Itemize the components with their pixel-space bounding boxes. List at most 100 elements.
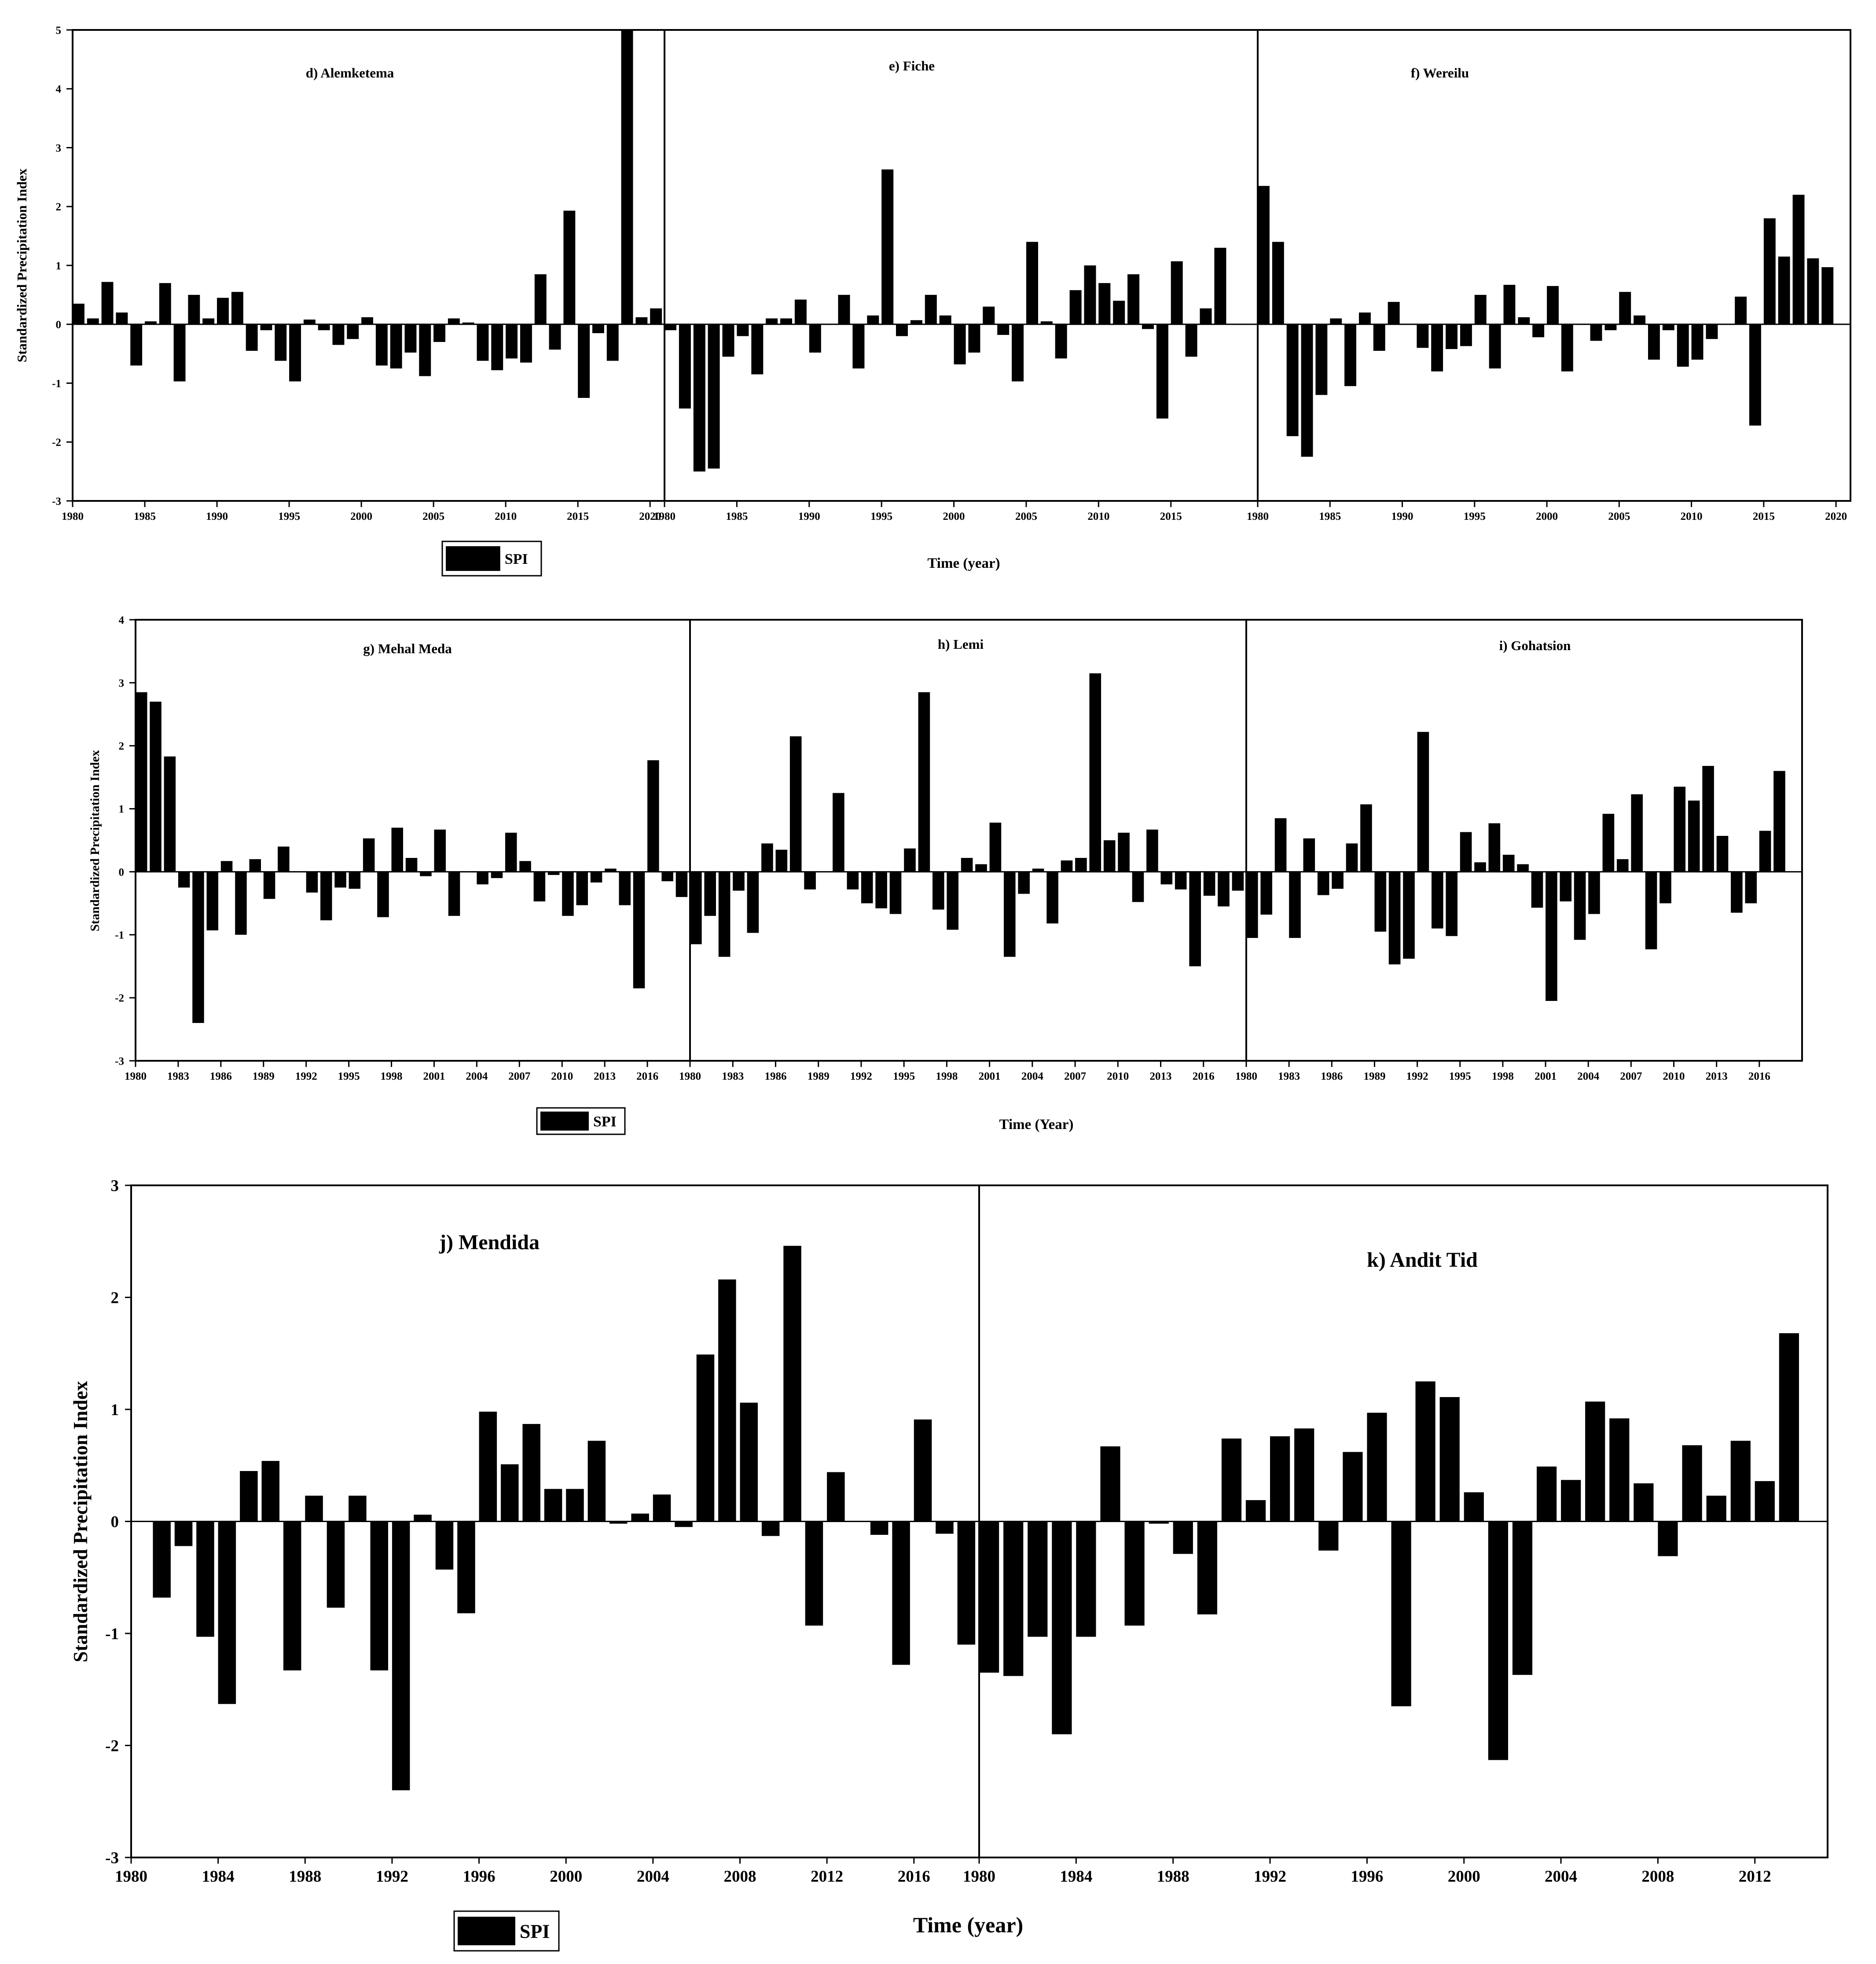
spi-bar	[910, 320, 922, 324]
spi-bar	[631, 1513, 649, 1522]
spi-bar	[1682, 1445, 1702, 1522]
spi-bar	[939, 315, 951, 324]
spi-bar	[1315, 324, 1328, 395]
y-tick-label: -3	[115, 1056, 124, 1067]
y-tick-label: 2	[119, 740, 125, 752]
spi-bar	[501, 1464, 519, 1522]
spi-bar	[1373, 324, 1385, 351]
spi-bar	[1745, 872, 1757, 904]
spi-bar	[1343, 1452, 1363, 1522]
spi-bar	[1730, 1441, 1751, 1522]
spi-bar	[1517, 864, 1529, 872]
y-tick-label: 1	[111, 1401, 119, 1419]
spi-bar	[173, 324, 186, 382]
spi-bar	[1634, 1483, 1654, 1522]
spi-bar	[1658, 1521, 1678, 1556]
spi-bar	[718, 872, 731, 957]
x-tick-label: 2016	[1193, 1070, 1215, 1082]
spi-bar	[73, 303, 84, 324]
x-tick-label: 2000	[350, 511, 372, 522]
x-tick-label: 1995	[278, 511, 300, 522]
spi-bar	[231, 292, 243, 324]
y-tick-label: -3	[105, 1849, 119, 1867]
spi-bar	[1189, 872, 1201, 967]
x-tick-label: 1980	[62, 511, 84, 522]
spi-bar	[220, 861, 233, 872]
spi-bar	[448, 872, 460, 916]
spi-bar	[1089, 673, 1101, 872]
spi-bar	[847, 872, 859, 890]
spi-bar	[809, 324, 821, 353]
spi-bar	[1245, 1500, 1266, 1522]
spi-bar	[1403, 872, 1415, 959]
panel-title: d) Alemketema	[306, 65, 394, 81]
spi-bar	[838, 294, 850, 324]
spi-bar	[892, 1521, 910, 1665]
spi-bar	[1246, 872, 1258, 938]
spi-bar	[420, 872, 432, 876]
spi-bar	[1075, 858, 1087, 872]
x-tick-label: 2013	[594, 1070, 616, 1082]
spi-bar	[101, 282, 114, 324]
spi-bar	[1232, 872, 1244, 891]
panel-title: e) Fiche	[889, 58, 935, 74]
spi-bar	[349, 872, 361, 889]
x-tick-label: 1980	[653, 511, 676, 522]
legend-label: SPI	[505, 551, 528, 567]
spi-bar	[1344, 324, 1356, 386]
x-tick-label: 2010	[1663, 1070, 1685, 1082]
spi-bar	[1488, 1521, 1508, 1760]
spi-bar	[1634, 315, 1646, 324]
spi-bar	[1561, 324, 1573, 371]
spi-bar	[1289, 872, 1301, 938]
spi-bar	[240, 1471, 258, 1522]
spi-bar	[305, 1496, 323, 1522]
x-tick-label: 1998	[381, 1070, 403, 1082]
spi-bar	[261, 1461, 279, 1522]
spi-bar	[852, 324, 865, 369]
spi-bar	[347, 324, 359, 339]
x-tick-label: 1988	[289, 1868, 321, 1886]
x-tick-label: 2005	[422, 511, 444, 522]
spi-bar	[1388, 872, 1401, 964]
spi-bar	[1792, 195, 1805, 324]
y-tick-label: -2	[52, 437, 61, 449]
x-tick-label: 1984	[202, 1868, 235, 1886]
spi-bar	[1446, 872, 1457, 936]
spi-bar	[1118, 832, 1130, 872]
spi-bar	[522, 1424, 540, 1522]
spi-bar	[1200, 308, 1212, 324]
panel-frame	[72, 29, 665, 502]
y-tick-label: 0	[119, 866, 125, 878]
spi-bar	[881, 169, 894, 324]
y-tick-label: 1	[56, 260, 62, 272]
x-tick-label: 1984	[1060, 1868, 1092, 1886]
spi-bar	[1218, 872, 1230, 907]
spi-bar	[462, 322, 474, 324]
x-tick-label: 1980	[679, 1070, 701, 1082]
spi-bar	[217, 298, 229, 324]
spi-bar	[936, 1521, 954, 1534]
spi-bar	[1103, 840, 1116, 872]
x-tick-label: 1998	[936, 1070, 958, 1082]
y-tick-label: -2	[115, 993, 124, 1004]
spi-bar	[334, 872, 346, 888]
spi-bar	[145, 321, 157, 324]
x-tick-label: 2005	[1608, 511, 1630, 522]
spi-bar	[404, 324, 417, 353]
spi-bar	[1028, 1521, 1048, 1637]
spi-bar	[196, 1521, 214, 1637]
spi-bar	[235, 872, 247, 935]
x-tick-label: 1995	[893, 1070, 915, 1082]
spi-bar	[1197, 1521, 1217, 1615]
spi-bar	[896, 324, 908, 336]
spi-bar	[1221, 1438, 1242, 1522]
y-tick-label: 5	[56, 25, 62, 37]
spi-bar	[693, 324, 705, 472]
spi-bar	[1173, 1521, 1193, 1554]
x-tick-label: 1996	[1351, 1868, 1383, 1886]
spi-bar	[1415, 1381, 1435, 1522]
spi-bar	[1617, 859, 1629, 872]
x-tick-label: 1990	[206, 511, 228, 522]
